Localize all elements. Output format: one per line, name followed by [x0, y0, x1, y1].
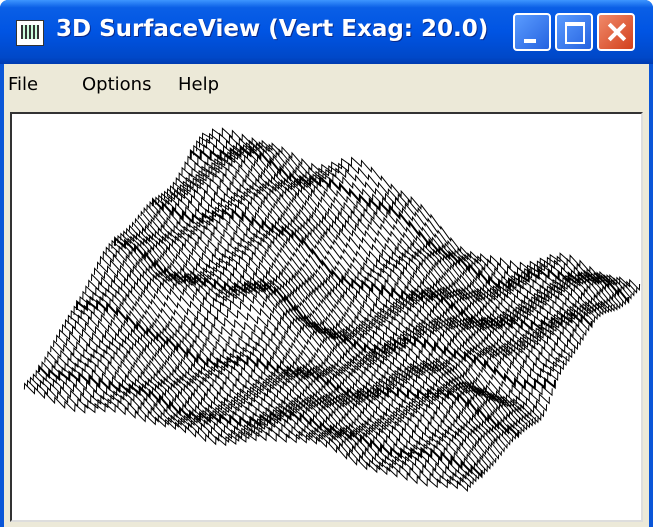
- menu-item[interactable]: Help: [178, 74, 219, 95]
- menu-bar: File Options Help: [4, 64, 649, 106]
- surface-view: [10, 112, 643, 522]
- menu-item[interactable]: File: [8, 74, 38, 95]
- close-button[interactable]: [597, 13, 635, 51]
- minimize-button[interactable]: [513, 13, 551, 51]
- title-bar: 3D SurfaceView (Vert Exag: 20.0): [0, 0, 653, 64]
- menu-item[interactable]: Options: [82, 74, 151, 95]
- window-title: 3D SurfaceView (Vert Exag: 20.0): [56, 16, 488, 42]
- app-icon: [16, 20, 44, 46]
- window: 3D SurfaceView (Vert Exag: 20.0) File Op…: [0, 0, 653, 527]
- maximize-button[interactable]: [555, 13, 593, 51]
